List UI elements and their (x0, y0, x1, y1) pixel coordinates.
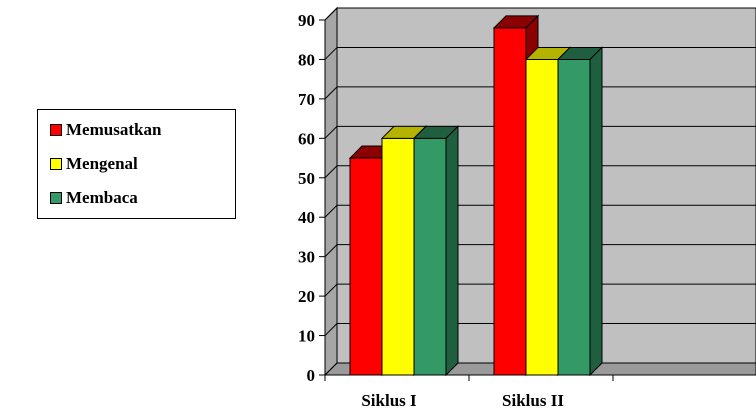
gridline (324, 362, 756, 376)
bar-front (349, 157, 383, 376)
gridline (324, 86, 756, 100)
y-tick-label: 40 (298, 208, 315, 227)
y-tick-label: 10 (298, 327, 315, 346)
bar-front (381, 137, 415, 376)
x-tick-label: Siklus II (502, 391, 564, 410)
y-tick-label: 0 (307, 366, 316, 385)
gridline (324, 283, 756, 297)
side-wall (324, 6, 338, 377)
legend-swatch-mengenal (50, 158, 62, 170)
gridlines (324, 7, 756, 376)
y-tick-labels: 0 10 20 30 40 50 60 70 80 90 (298, 11, 315, 385)
x-tick-labels: Siklus I Siklus II (361, 391, 564, 410)
x-tick-label: Siklus I (361, 391, 417, 410)
legend-item-mengenal: Mengenal (50, 153, 138, 175)
legend-swatch-memusatkan (50, 124, 62, 136)
gridline (324, 204, 756, 218)
y-tick-label: 70 (298, 90, 315, 109)
bar-front (413, 137, 447, 376)
y-tick-label: 20 (298, 287, 315, 306)
bar-side (589, 46, 603, 377)
gridline (324, 165, 756, 179)
legend-label-mengenal: Mengenal (66, 154, 138, 173)
gridline (324, 7, 756, 21)
y-tick-label: 90 (298, 11, 315, 30)
gridline (324, 125, 756, 139)
bar-front (557, 58, 591, 376)
bar-front (493, 27, 527, 376)
legend-label-membaca: Membaca (66, 188, 138, 207)
bar-front (525, 58, 559, 376)
y-tick-label: 80 (298, 50, 315, 69)
legend-item-memusatkan: Memusatkan (50, 119, 161, 141)
bar (412, 125, 460, 377)
bar (556, 46, 604, 377)
legend-swatch-membaca (50, 192, 62, 204)
gridline (324, 323, 756, 336)
legend-item-membaca: Membaca (50, 187, 138, 209)
y-tick-label: 60 (298, 129, 315, 148)
gridline (324, 46, 756, 60)
bar-side (445, 125, 459, 377)
bars (348, 14, 604, 377)
legend: Memusatkan Mengenal Membaca (37, 109, 236, 219)
legend-label-memusatkan: Memusatkan (66, 120, 162, 139)
y-tick-label: 30 (298, 248, 315, 267)
y-tick-label: 50 (298, 169, 315, 188)
gridline (324, 244, 756, 258)
